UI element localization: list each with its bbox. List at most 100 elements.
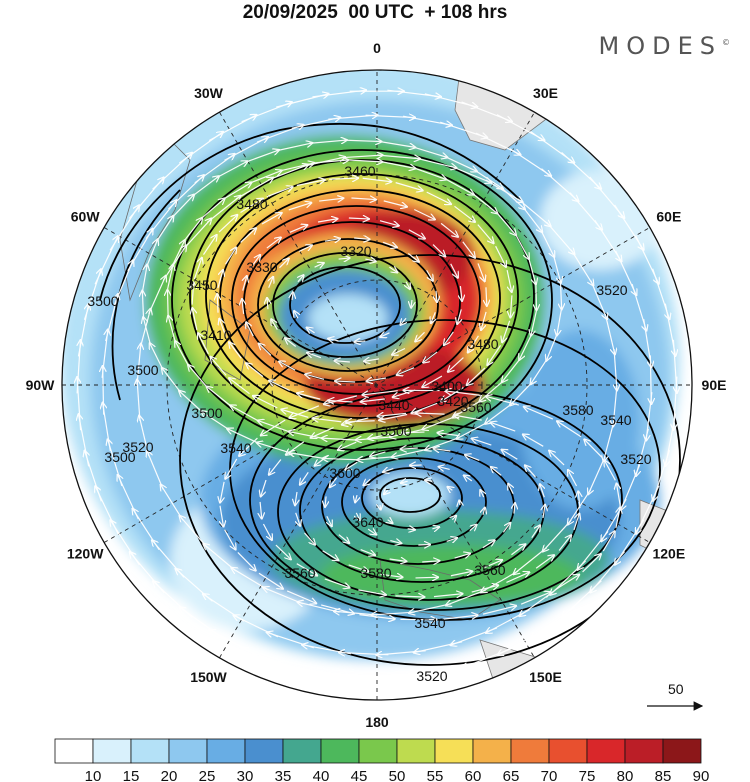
wind-arrow [603, 420, 615, 461]
wind-arrow [289, 453, 326, 460]
contour-label: 3420 [437, 393, 468, 409]
wind-arrow [292, 292, 293, 301]
wind-arrow [495, 245, 506, 266]
coastline-arctic [204, 299, 251, 381]
colorbar-swatch [358, 738, 398, 764]
contour-label: 3440 [378, 397, 409, 413]
wind-arrow [242, 299, 244, 315]
wind-arrow [573, 514, 579, 531]
wind-arrow [225, 458, 238, 479]
wind-arrow [203, 544, 237, 572]
wind-arrow [376, 154, 420, 159]
wind-arrow [269, 277, 273, 288]
wind-arrow [379, 220, 399, 226]
wind-arrow [426, 191, 451, 204]
wind-arrow [442, 615, 477, 620]
wind-arrow [434, 449, 451, 451]
wind-arrow [389, 267, 397, 272]
wind-arrow [546, 332, 559, 360]
colorbar-swatch [586, 738, 626, 764]
wind-arrow [423, 351, 438, 363]
wind-arrow [584, 440, 603, 458]
wind-arrow [330, 477, 338, 487]
wind-arrow [388, 520, 393, 523]
wind-arrow [360, 548, 375, 556]
contour-label: 3580 [360, 565, 391, 581]
wind-arrow [192, 283, 194, 305]
colorbar-swatch [92, 738, 132, 764]
longitude-label: 60W [71, 209, 101, 225]
wind-arrow [438, 433, 460, 436]
wind-arrow [302, 157, 345, 167]
wind-arrow [502, 450, 518, 460]
wind-arrow [457, 309, 461, 323]
wind-arrow [582, 554, 601, 573]
contour-label: 3540 [220, 440, 251, 456]
wind-arrow [383, 200, 407, 207]
wind-arrow [141, 265, 147, 294]
wind-arrow [250, 255, 260, 269]
wind-arrow [325, 496, 326, 506]
colorbar-swatch [244, 738, 284, 764]
wind-arrow [481, 570, 519, 592]
reference-vector-label: 50 [668, 681, 684, 697]
wind-arrow [390, 541, 401, 544]
contour-labels: 3460 3480 3500 3320 3330 3450 3440 3410 3500 3500… [87, 163, 651, 684]
wind-arrow [477, 224, 494, 243]
wind-arrow [261, 213, 281, 225]
contour-label: 3500 [380, 423, 411, 439]
wind-arrow [363, 390, 398, 395]
wind-arrow [285, 338, 297, 347]
wind-arrow [432, 527, 439, 529]
colorbar-tick-label: 90 [693, 768, 710, 782]
wind-arrow [510, 381, 533, 405]
wind-arrow [552, 254, 560, 283]
wind-arrow [324, 239, 340, 242]
wind-arrow [460, 285, 462, 301]
longitude-label: 150W [190, 669, 227, 685]
contour-label: 3580 [562, 402, 593, 418]
wind-arrow [531, 525, 540, 539]
wind-arrow [335, 381, 356, 382]
longitude-label: 90W [26, 377, 56, 393]
reference-vector: 50 [647, 681, 704, 711]
contour-label: 3450 [186, 277, 217, 293]
wind-arrow [425, 436, 460, 450]
colorbar-swatch [130, 738, 170, 764]
wind-arrow [446, 179, 474, 195]
wind-arrow [356, 512, 359, 520]
wind-arrow [220, 481, 224, 503]
wind-arrow [511, 544, 525, 556]
wind-arrow [415, 577, 438, 578]
wind-arrow [346, 421, 375, 422]
wind-arrow [218, 215, 237, 233]
wind-arrow [570, 249, 593, 285]
wind-arrow [240, 199, 263, 213]
wind-arrow [402, 432, 425, 433]
wind-arrow [522, 206, 542, 232]
wind-arrow [266, 238, 281, 249]
wind-arrow [307, 353, 322, 359]
wind-arrow [380, 333, 390, 337]
wind-arrow [395, 596, 424, 597]
wind-arrow [143, 317, 152, 346]
wind-arrow [615, 519, 645, 565]
wind-arrow [433, 594, 462, 597]
wind-arrow [557, 421, 582, 438]
wind-arrow [482, 540, 495, 549]
height-contour [205, 173, 519, 419]
colorbar-tick-label: 35 [275, 768, 292, 782]
wind-arrow [395, 182, 423, 191]
wind-arrow [307, 328, 315, 333]
wind-arrow [354, 238, 369, 239]
wind-arrow [448, 487, 453, 490]
wind-arrow [367, 378, 387, 381]
colorbar-swatch [548, 738, 588, 764]
wind-arrow [328, 400, 353, 402]
contour-label: 3520 [122, 439, 153, 455]
wind-arrow [485, 403, 513, 424]
longitude-label: 0 [373, 40, 381, 56]
wind-arrow [295, 491, 297, 505]
colorbar-swatch [54, 738, 94, 764]
colorbar-tick-label: 65 [503, 768, 520, 782]
